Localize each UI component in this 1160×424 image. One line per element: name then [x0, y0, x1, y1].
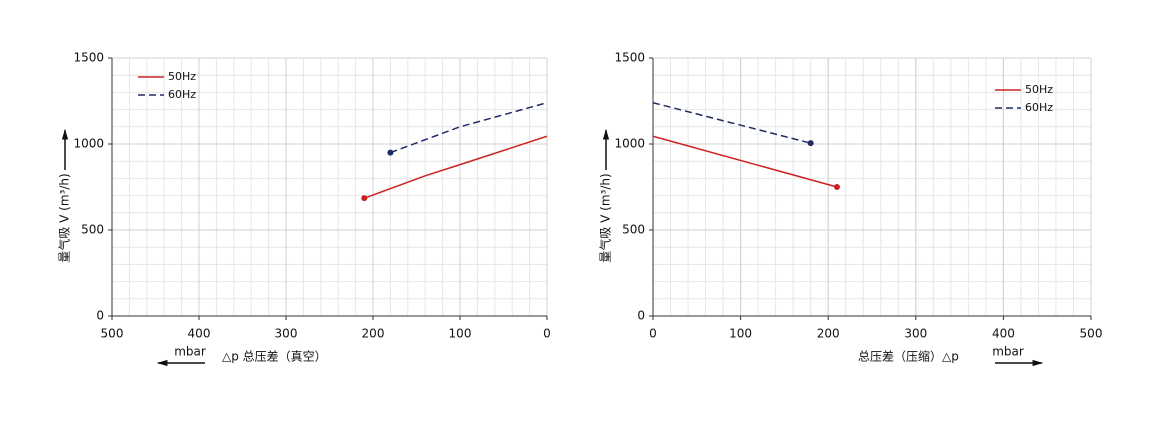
y-axis-label: 量气吸 V (m³/h) [598, 173, 613, 262]
legend-label: 50Hz [168, 70, 196, 83]
x-unit: mbar [992, 345, 1024, 359]
legend-label: 60Hz [1025, 101, 1053, 114]
end-point [807, 140, 814, 147]
x-tick-label: 0 [543, 327, 551, 341]
x-tick-label: 300 [904, 327, 927, 341]
y-tick-label: 1500 [73, 51, 104, 65]
x-tick-label: 100 [729, 327, 752, 341]
y-tick-label: 1000 [73, 137, 104, 151]
series-line [364, 135, 548, 199]
x-tick-label: 100 [449, 327, 472, 341]
x-tick-label: 0 [649, 327, 657, 341]
series-line [390, 101, 548, 154]
y-tick-label: 500 [622, 223, 645, 237]
x-unit: mbar [174, 345, 206, 359]
series-line [652, 101, 811, 144]
y-tick-label: 1000 [614, 137, 645, 151]
x-tick-label: 500 [1080, 327, 1103, 341]
end-point [833, 184, 840, 190]
x-axis-label: 总压差（压缩）△p [858, 349, 959, 364]
x-tick-label: 400 [188, 327, 211, 341]
x-tick-label: 200 [362, 327, 385, 341]
end-point [387, 149, 394, 156]
y-tick-label: 0 [96, 309, 104, 323]
y-axis-label: 量气吸 V (m³/h) [57, 173, 72, 262]
x-tick-label: 400 [992, 327, 1015, 341]
legend-label: 50Hz [1025, 83, 1053, 96]
x-tick-label: 200 [817, 327, 840, 341]
y-tick-label: 0 [637, 309, 645, 323]
x-axis-label: △p 总压差（真空） [222, 350, 327, 364]
series-line [652, 135, 838, 188]
x-tick-label: 500 [101, 327, 124, 341]
legend-label: 60Hz [168, 88, 196, 101]
y-tick-label: 500 [81, 223, 104, 237]
x-tick-label: 300 [275, 327, 298, 341]
end-point [361, 195, 368, 202]
y-tick-label: 1500 [614, 51, 645, 65]
